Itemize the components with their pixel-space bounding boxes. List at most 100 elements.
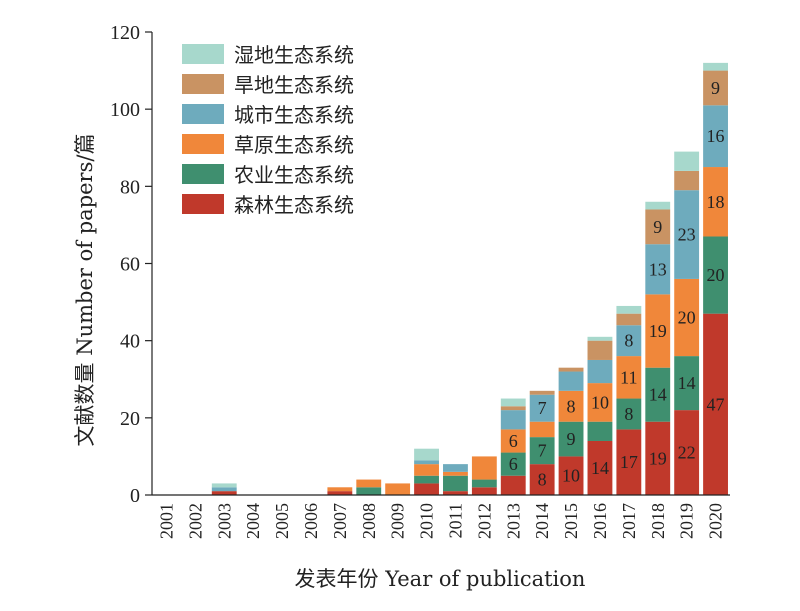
bar-segment xyxy=(703,236,728,314)
bar-segment xyxy=(616,313,642,326)
bar-segment xyxy=(587,336,613,341)
bar-segment xyxy=(616,429,642,495)
bar-segment xyxy=(500,406,526,411)
x-axis-title: 发表年份 Year of publication xyxy=(295,567,586,591)
x-tick-label: 2005 xyxy=(272,503,292,539)
legend-swatch xyxy=(182,104,224,124)
bar-segment xyxy=(471,479,497,488)
bar-segment xyxy=(529,437,555,465)
bar-segment xyxy=(385,483,411,495)
legend-swatch xyxy=(182,164,224,184)
bar-segment xyxy=(645,244,671,295)
bar-segment xyxy=(414,464,439,476)
bar-segment xyxy=(443,464,468,472)
bar-segment xyxy=(414,460,439,465)
data-label: 9 xyxy=(653,217,662,237)
data-label: 47 xyxy=(707,394,725,414)
bar-segment xyxy=(558,421,584,457)
bar-segment xyxy=(674,151,700,171)
y-tick-label: 40 xyxy=(120,331,140,353)
y-tick-label: 0 xyxy=(130,485,140,507)
bar-segment xyxy=(500,398,526,407)
x-tick-label: 2013 xyxy=(503,503,523,539)
bar-segment xyxy=(327,487,353,492)
bar-segment xyxy=(529,390,555,395)
data-label: 8 xyxy=(567,396,576,416)
bar-segment xyxy=(529,464,555,495)
y-tick-label: 120 xyxy=(110,22,140,44)
legend-label: 城市生态系统 xyxy=(234,103,354,127)
data-label: 7 xyxy=(538,398,547,418)
x-tick-label: 2010 xyxy=(417,503,437,539)
legend-swatch xyxy=(182,194,224,214)
data-label: 20 xyxy=(707,265,725,285)
y-tick-label: 100 xyxy=(110,99,140,121)
x-tick-label: 2007 xyxy=(330,503,350,539)
bar-segment xyxy=(616,356,642,399)
bar-segment xyxy=(703,62,728,71)
x-tick-label: 2019 xyxy=(677,503,697,539)
bar-segment xyxy=(529,394,555,422)
bar-segment xyxy=(414,448,439,461)
bar-segment xyxy=(558,390,584,422)
bar-segment xyxy=(616,398,642,430)
data-label: 10 xyxy=(591,392,609,412)
bar-segment xyxy=(587,421,613,441)
bars-layer xyxy=(211,62,728,495)
bar-segment xyxy=(674,190,700,279)
bar-segment xyxy=(703,70,728,106)
bar-segment xyxy=(674,410,700,495)
bar-segment xyxy=(500,475,526,495)
bar-segment xyxy=(587,383,613,422)
bar-segment xyxy=(674,170,700,191)
bar-segment xyxy=(558,456,584,495)
bar-segment xyxy=(616,305,642,314)
data-label: 20 xyxy=(678,308,696,328)
data-label: 19 xyxy=(649,448,667,468)
y-axis-title: 文献数量 Number of papers/篇 xyxy=(73,134,97,447)
bar-segment xyxy=(356,479,382,488)
bar-segment xyxy=(558,367,584,372)
bar-segment xyxy=(616,325,642,357)
legend-swatch xyxy=(182,74,224,94)
x-tick-label: 2020 xyxy=(706,503,726,539)
bar-segment xyxy=(414,475,439,484)
data-label: 14 xyxy=(678,373,696,393)
y-axis-ticks: 0 20 40 60 80 100 120 xyxy=(110,22,152,507)
bar-segment xyxy=(645,209,671,245)
data-label: 8 xyxy=(624,331,633,351)
bar-segment xyxy=(703,105,728,168)
bar-segment xyxy=(645,201,671,210)
x-tick-label: 2016 xyxy=(590,503,610,539)
bar-segment xyxy=(211,483,237,488)
bar-segment xyxy=(443,471,468,476)
bar-segment xyxy=(674,356,700,411)
bar-segment xyxy=(211,487,237,492)
bar-segment xyxy=(327,491,353,495)
x-tick-label: 2008 xyxy=(359,503,379,539)
legend-label: 旱地生态系统 xyxy=(234,73,354,97)
data-label: 9 xyxy=(711,78,720,98)
x-tick-label: 2017 xyxy=(619,503,639,539)
bar-segment xyxy=(587,340,613,360)
bar-segment xyxy=(529,421,555,438)
data-label: 10 xyxy=(562,466,580,486)
y-tick-label: 20 xyxy=(120,408,140,430)
bar-segment xyxy=(211,491,237,495)
data-label: 19 xyxy=(649,321,667,341)
bar-segment xyxy=(645,294,671,368)
data-label: 8 xyxy=(538,470,547,490)
x-tick-label: 2014 xyxy=(532,503,552,539)
legend-label: 湿地生态系统 xyxy=(234,43,354,67)
legend-swatch xyxy=(182,134,224,154)
bar-segment xyxy=(645,367,671,422)
x-tick-label: 2011 xyxy=(445,503,465,538)
bar-segment xyxy=(443,475,468,492)
data-label: 9 xyxy=(567,429,576,449)
x-tick-label: 2018 xyxy=(648,503,668,539)
data-labels-layer: 6687710981410178118191419139221420234720… xyxy=(509,78,725,490)
x-tick-label: 2015 xyxy=(561,503,581,539)
x-tick-label: 2004 xyxy=(243,503,263,539)
